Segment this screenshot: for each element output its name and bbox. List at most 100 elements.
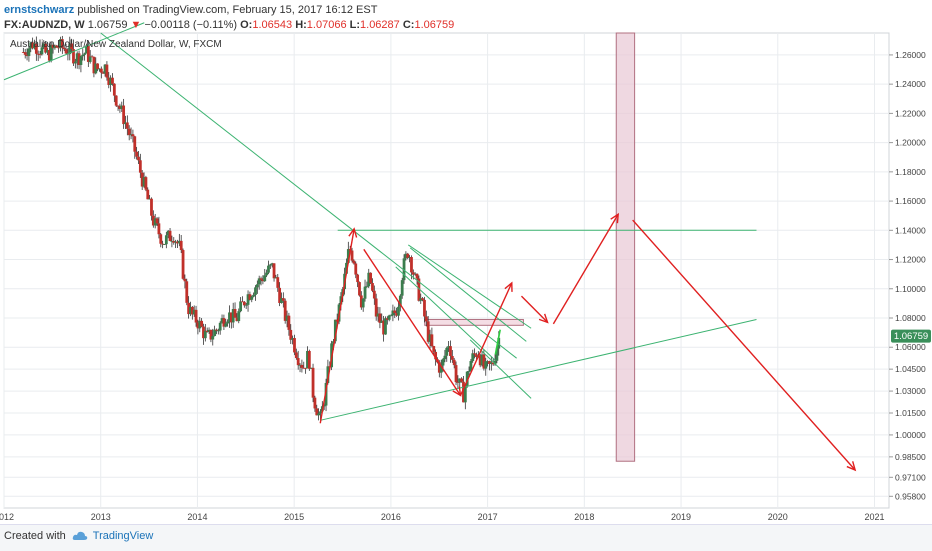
candle-body	[107, 77, 111, 85]
candle-body	[81, 54, 85, 57]
candle-body	[309, 367, 313, 369]
y-tick-label: 1.04500	[895, 364, 926, 374]
candle-body	[441, 359, 445, 366]
candle-body	[296, 358, 300, 366]
candle-body	[495, 348, 499, 361]
candle-body	[458, 378, 462, 383]
candle-body	[185, 281, 189, 303]
trend-lines	[3, 22, 757, 421]
candle-body	[432, 346, 436, 352]
chart-title: Australian Dollar/New Zealand Dollar, W,…	[10, 39, 222, 50]
candle-body	[164, 235, 168, 245]
candle-body	[319, 411, 322, 414]
y-tick-label: 1.12000	[895, 255, 926, 265]
candle-body	[361, 298, 365, 308]
candle-body	[138, 160, 142, 173]
candle-body	[90, 56, 94, 58]
candle-body	[70, 43, 74, 50]
candle-body	[272, 263, 276, 279]
x-tick-label: 2014	[187, 512, 207, 522]
candle-body	[55, 45, 59, 48]
arrow-shaft	[632, 219, 856, 471]
footer-bar	[0, 524, 932, 551]
arrow-shaft	[552, 213, 619, 325]
candle-body	[209, 329, 213, 340]
y-tick-label: 1.26000	[895, 50, 926, 60]
candle-body	[350, 250, 354, 261]
candle-body	[417, 278, 421, 301]
candle-body	[96, 63, 100, 70]
candle-body	[304, 367, 308, 369]
cloud-icon	[72, 531, 88, 540]
candle-body	[385, 318, 389, 320]
candle-body	[430, 334, 434, 347]
candle-body	[402, 258, 406, 281]
candle-body	[192, 309, 196, 315]
candle-body	[374, 298, 378, 317]
candle-body	[150, 198, 153, 216]
candle-body	[226, 321, 230, 324]
candle-body	[480, 354, 484, 366]
candle-body	[489, 362, 493, 364]
price-axis[interactable]: 1.26000 1.24000 1.22000 1.20000 1.18000 1.160…	[889, 50, 926, 501]
candle-body	[38, 54, 42, 55]
x-tick-label: 2015	[284, 512, 304, 522]
symbol-label[interactable]: FX:AUDNZD, W	[4, 19, 85, 31]
candle-body	[313, 397, 317, 409]
tradingview-link[interactable]: TradingView	[92, 530, 154, 542]
candle-body	[183, 278, 187, 282]
candle-body	[77, 53, 81, 65]
candle-body	[168, 230, 172, 241]
trend-line	[469, 339, 532, 399]
candle-body	[155, 218, 159, 224]
candle-body	[146, 189, 150, 200]
y-tick-label: 1.14000	[895, 225, 926, 235]
candle-body	[352, 260, 356, 264]
candle-body	[196, 322, 200, 329]
author-link[interactable]: ernstschwarz	[4, 4, 75, 16]
candle-body	[263, 275, 267, 282]
candle-body	[177, 240, 181, 244]
y-tick-label: 1.18000	[895, 167, 926, 177]
candle-body	[72, 49, 75, 64]
open-label: O:	[240, 19, 253, 31]
candle-body	[424, 316, 428, 322]
candle-body	[207, 329, 211, 333]
candle-body	[369, 272, 373, 284]
candle-body	[254, 287, 257, 295]
candle-body	[428, 334, 432, 342]
candle-body	[267, 265, 270, 273]
x-tick-label: 2021	[864, 512, 884, 522]
candle-body	[491, 362, 495, 365]
y-tick-label: 1.08000	[895, 313, 926, 323]
candle-body	[359, 295, 363, 308]
candle-body	[98, 68, 101, 70]
candle-body	[198, 320, 202, 329]
candle-body	[285, 315, 289, 321]
time-axis[interactable]: 2012 2013 2014 2015 2016 2017 2018 2019 2020 2021	[0, 512, 885, 522]
candle-body	[231, 309, 235, 323]
trend-line	[100, 32, 517, 359]
candle-body	[307, 350, 311, 369]
candle-body	[40, 47, 44, 55]
candle-body	[163, 244, 166, 245]
candle-body	[176, 241, 179, 244]
candle-body	[157, 223, 161, 235]
candle-body	[103, 64, 107, 74]
candle-body	[34, 43, 38, 54]
arrow-head	[348, 227, 358, 238]
candle-body	[274, 277, 278, 279]
candle-body	[205, 330, 209, 333]
candle-body	[174, 241, 178, 243]
arrow-head	[610, 212, 619, 224]
candle-body	[426, 321, 430, 342]
trend-line	[320, 318, 757, 421]
candle-body	[484, 361, 488, 369]
candle-body	[118, 106, 122, 109]
y-tick-label: 1.24000	[895, 79, 926, 89]
candle-body	[94, 63, 98, 74]
candle-body	[315, 408, 319, 416]
candle-body	[345, 262, 348, 274]
candle-body	[384, 318, 387, 335]
